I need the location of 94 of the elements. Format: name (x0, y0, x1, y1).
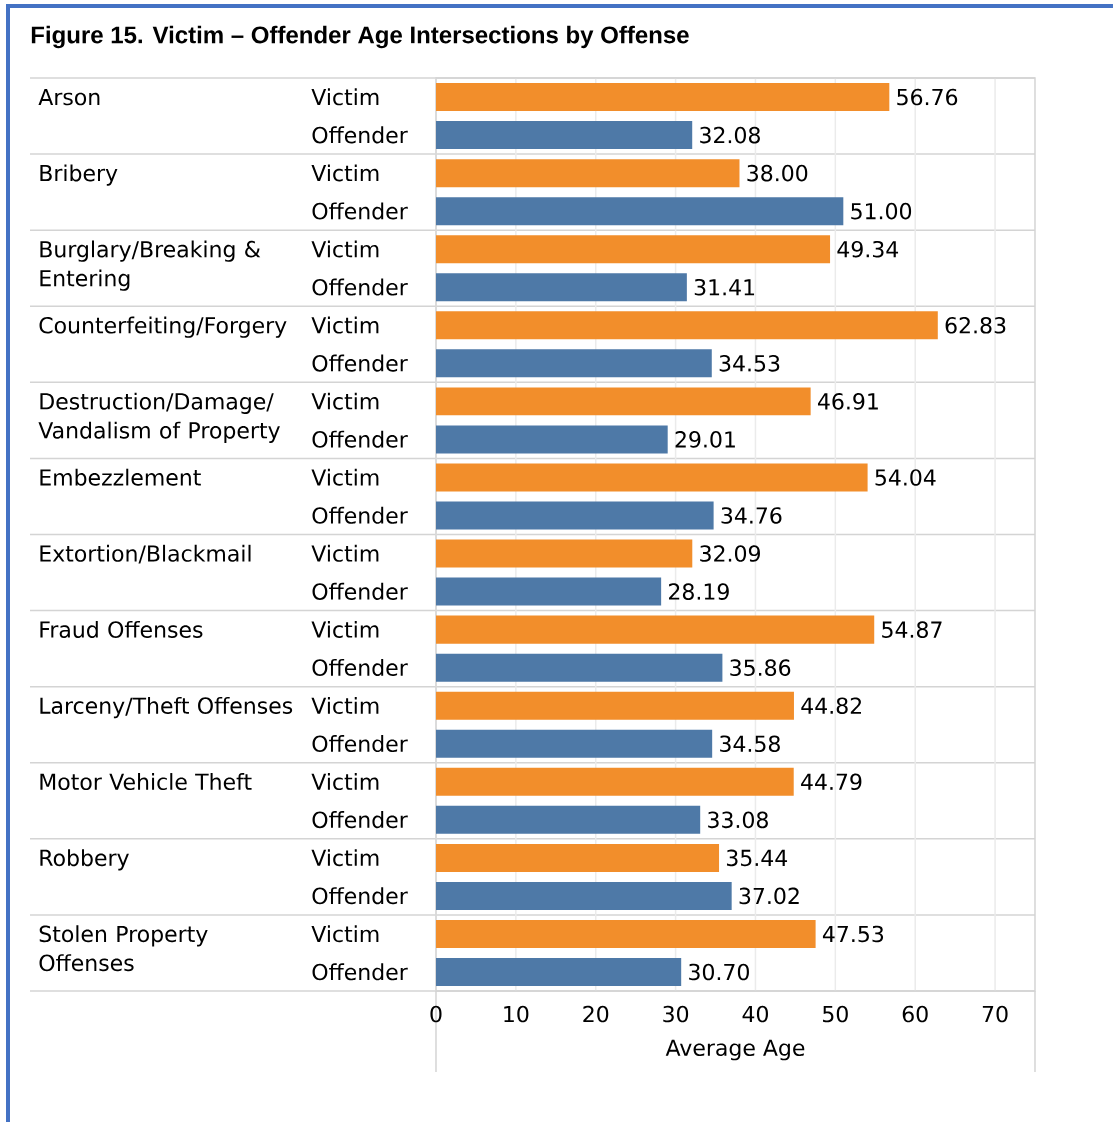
bar (436, 691, 794, 720)
bar (436, 463, 868, 492)
text: Offender (312, 887, 408, 905)
bar (436, 311, 938, 340)
bar (436, 235, 831, 264)
data-label: 54.04 (875, 469, 936, 486)
bar (436, 501, 714, 530)
text: Offender (312, 658, 408, 676)
bar (436, 539, 693, 568)
text: Offender (312, 202, 408, 220)
bar (436, 958, 682, 986)
data-label: 44.82 (801, 697, 861, 715)
bar (436, 159, 740, 188)
x-tick-label: 60 (902, 1005, 928, 1023)
data-label: 29.01 (675, 431, 735, 448)
y-tick-label: Counterfeiting/Forgery (39, 316, 287, 338)
data-label: 62.83 (945, 316, 1006, 334)
data-label: 46.91 (817, 393, 878, 410)
text: Victim (311, 240, 379, 258)
text: Offender (312, 354, 408, 372)
data-label: 35.86 (730, 659, 791, 676)
chart-title: Figure 15. Victim – Offender Age Intersections by Offense (31, 25, 689, 49)
bar (436, 805, 701, 834)
data-label: 33.08 (708, 811, 768, 829)
data-label: 34.53 (719, 355, 780, 372)
bar (436, 273, 687, 302)
text: Victim (311, 392, 379, 410)
bar (436, 197, 844, 226)
bar (436, 653, 723, 682)
x-tick-label: 50 (823, 1005, 848, 1023)
data-label: 34.58 (720, 735, 780, 753)
text: Victim (311, 849, 379, 867)
y-tick-label: Fraud Offenses (40, 620, 203, 638)
text: Offender (312, 963, 408, 981)
bar (436, 387, 811, 416)
y-tick-label: Larceny/Theft Offenses (40, 696, 293, 719)
data-label: 56.76 (897, 88, 958, 106)
text: Victim (311, 88, 379, 106)
bar (436, 843, 720, 872)
y-tick-label: Burglary/Breaking & Entering (40, 240, 261, 291)
text: Offender (312, 582, 408, 600)
data-label: 44.79 (801, 773, 862, 791)
text: Offender (312, 278, 408, 296)
data-label: 30.70 (689, 963, 749, 981)
bar (436, 729, 713, 758)
x-tick-label: 20 (583, 1005, 609, 1023)
data-label: 32.08 (700, 126, 760, 144)
text: Victim (311, 468, 379, 486)
data-label: 35.44 (726, 849, 788, 867)
data-label: 49.34 (837, 240, 899, 258)
y-tick-label: Embezzlement (40, 468, 201, 486)
bar (436, 919, 816, 948)
data-label: 54.87 (882, 621, 942, 638)
text: Victim (311, 696, 379, 715)
data-label: 32.09 (700, 545, 760, 562)
data-label: 34.76 (721, 507, 782, 524)
data-label: 37.02 (739, 887, 799, 905)
data-label: 28.19 (669, 583, 729, 600)
bar (436, 615, 875, 644)
y-tick-label: Motor Vehicle Theft (40, 773, 252, 791)
bar (436, 349, 712, 378)
data-label: 38.00 (747, 164, 808, 182)
x-tick-label: 10 (504, 1005, 529, 1023)
text: Victim (311, 164, 379, 182)
text: Offender (312, 735, 408, 753)
text: Victim (311, 773, 379, 791)
y-tick-label: Destruction/Damage/ Vandalism of Property (38, 392, 280, 443)
series-label: Offender (312, 126, 408, 144)
y-tick-label: Arson (38, 88, 100, 106)
text: Victim (311, 925, 379, 943)
text: Offender (312, 811, 408, 829)
data-label: 47.53 (822, 925, 884, 943)
bar (436, 83, 890, 112)
y-tick-label: Extortion/Blackmail (40, 544, 251, 564)
y-tick-label: Robbery (40, 849, 129, 871)
text: Offender (312, 430, 408, 448)
x-tick-label: 70 (982, 1005, 1008, 1023)
bar (436, 577, 662, 606)
text: Victim (311, 620, 379, 638)
x-tick-label: 0 (430, 1005, 442, 1023)
data-label: 31.41 (694, 278, 755, 296)
text: Victim (311, 544, 379, 562)
bar (436, 881, 732, 910)
data-label: 51.00 (851, 202, 912, 220)
x-axis-title: Average Age (665, 1039, 805, 1061)
x-tick-label: 30 (663, 1005, 689, 1023)
bar (436, 121, 693, 150)
y-tick-label: Stolen Property Offenses (39, 925, 208, 972)
x-tick-label: 40 (742, 1005, 768, 1023)
y-tick-label: Bribery (40, 164, 118, 186)
text: Victim (311, 316, 379, 334)
bar (436, 767, 794, 796)
text: Offender (312, 506, 408, 524)
bar (436, 425, 668, 454)
